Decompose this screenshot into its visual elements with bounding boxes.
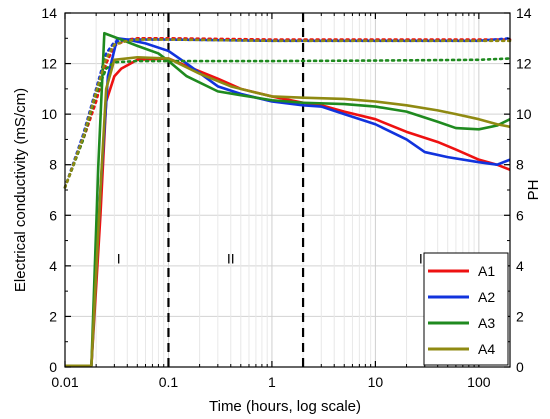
legend-entry-a1: A1 — [428, 263, 495, 279]
y-tick-label-right: 10 — [516, 106, 532, 122]
phase-label-2: II — [227, 250, 235, 266]
conductivity-line-a3 — [65, 31, 511, 368]
y-tick-label-right: 2 — [516, 308, 524, 324]
y-tick-label-right: 6 — [516, 207, 524, 223]
series-lines — [63, 31, 512, 368]
y-tick-label-left: 4 — [49, 258, 57, 274]
x-tick-label: 0.1 — [159, 374, 179, 390]
y-tick-label-left: 8 — [49, 157, 57, 173]
y-tick-label-right: 14 — [516, 5, 532, 21]
y-tick-label-right: 12 — [516, 56, 532, 72]
legend-entry-a2: A2 — [428, 289, 495, 305]
y-tick-label-left: 14 — [41, 5, 57, 21]
legend-label-a1: A1 — [478, 263, 495, 279]
legend-entry-a3: A3 — [428, 315, 495, 331]
y-axis-right-title: PH — [525, 180, 542, 201]
ph-line-a3 — [63, 57, 512, 189]
x-tick-label: 10 — [368, 374, 384, 390]
x-axis-title: Time (hours, log scale) — [209, 398, 361, 415]
y-tick-label-left: 6 — [49, 207, 57, 223]
axes: 0 0 2 2 4 4 6 6 8 8 10 10 12 12 14 14 0.01 0.1 1 10 100 — [41, 5, 531, 390]
legend-entry-a4: A4 — [428, 341, 495, 357]
y-tick-label-right: 0 — [516, 359, 524, 375]
y-axis-left-title: Electrical conductivity (mS/cm) — [12, 88, 29, 292]
x-tick-label: 1 — [268, 374, 276, 390]
legend-label-a4: A4 — [478, 341, 495, 357]
y-tick-label-left: 0 — [49, 359, 57, 375]
phase-label-1: I — [117, 250, 121, 266]
y-tick-label-left: 12 — [41, 56, 57, 72]
y-tick-label-right: 4 — [516, 258, 524, 274]
x-tick-label: 0.01 — [51, 374, 78, 390]
legend: A1 A2 A3 A4 — [423, 252, 509, 366]
y-tick-label-left: 10 — [41, 106, 57, 122]
ph-line-a4 — [63, 38, 512, 189]
y-tick-label-right: 8 — [516, 157, 524, 173]
conductivity-line-a4 — [65, 55, 511, 368]
y-tick-label-left: 2 — [49, 308, 57, 324]
legend-label-a2: A2 — [478, 289, 495, 305]
legend-label-a3: A3 — [478, 315, 495, 331]
x-tick-label: 100 — [467, 374, 491, 390]
